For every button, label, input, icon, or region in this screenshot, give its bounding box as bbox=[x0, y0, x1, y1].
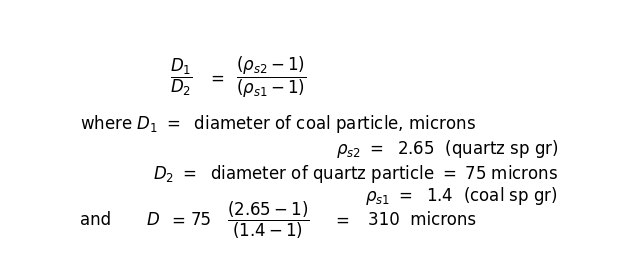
Text: $D_2\ =\ $ diameter of quartz particle $=$ 75 microns: $D_2\ =\ $ diameter of quartz particle $… bbox=[153, 162, 558, 184]
Text: 75: 75 bbox=[191, 211, 211, 229]
Text: $D$: $D$ bbox=[146, 211, 159, 229]
Text: where $D_1\ =\ $ diameter of coal particle, microns: where $D_1\ =\ $ diameter of coal partic… bbox=[80, 113, 476, 135]
Text: $=$: $=$ bbox=[332, 211, 350, 229]
Text: $\dfrac{(2.65-1)}{(1.4-1)}$: $\dfrac{(2.65-1)}{(1.4-1)}$ bbox=[227, 199, 310, 241]
Text: $\rho_{s2}\ =\ $ 2.65  (quartz sp gr): $\rho_{s2}\ =\ $ 2.65 (quartz sp gr) bbox=[336, 138, 558, 160]
Text: and: and bbox=[80, 211, 112, 229]
Text: $=$: $=$ bbox=[207, 69, 224, 87]
Text: $=$: $=$ bbox=[168, 211, 186, 229]
Text: $\dfrac{(\rho_{s2} - 1)}{(\rho_{s1} - 1)}$: $\dfrac{(\rho_{s2} - 1)}{(\rho_{s1} - 1)… bbox=[235, 55, 307, 100]
Text: $\rho_{s1}\ =\ $ 1.4  (coal sp gr): $\rho_{s1}\ =\ $ 1.4 (coal sp gr) bbox=[366, 185, 558, 207]
Text: 310  microns: 310 microns bbox=[368, 211, 476, 229]
Text: $\dfrac{D_1}{D_2}$: $\dfrac{D_1}{D_2}$ bbox=[170, 57, 193, 98]
